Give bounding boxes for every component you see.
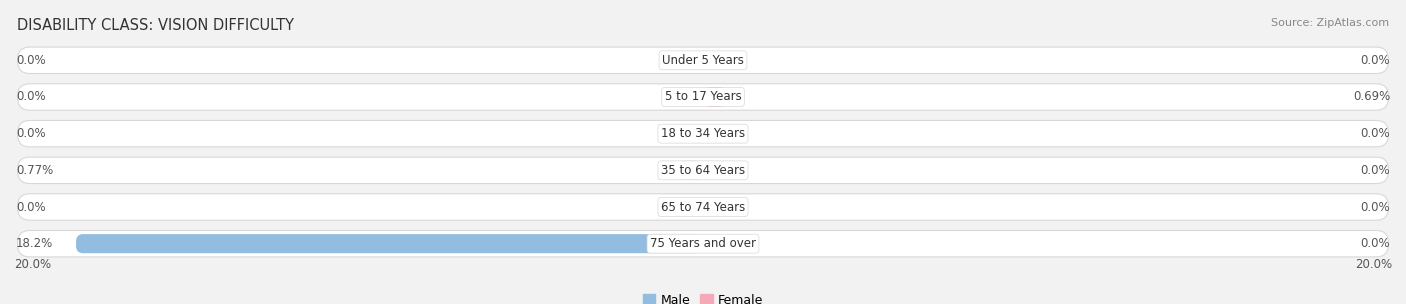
- Text: 65 to 74 Years: 65 to 74 Years: [661, 201, 745, 213]
- FancyBboxPatch shape: [693, 51, 703, 70]
- Text: 18 to 34 Years: 18 to 34 Years: [661, 127, 745, 140]
- Text: 0.0%: 0.0%: [1361, 127, 1391, 140]
- Text: 0.0%: 0.0%: [1361, 201, 1391, 213]
- Text: 0.0%: 0.0%: [15, 127, 45, 140]
- Text: 20.0%: 20.0%: [14, 258, 51, 271]
- FancyBboxPatch shape: [703, 161, 713, 180]
- FancyBboxPatch shape: [17, 230, 1389, 257]
- Text: 0.77%: 0.77%: [15, 164, 53, 177]
- FancyBboxPatch shape: [17, 157, 1389, 184]
- Legend: Male, Female: Male, Female: [638, 289, 768, 304]
- Text: 0.0%: 0.0%: [15, 91, 45, 103]
- Text: 0.0%: 0.0%: [15, 54, 45, 67]
- FancyBboxPatch shape: [17, 194, 1389, 220]
- FancyBboxPatch shape: [676, 161, 703, 180]
- FancyBboxPatch shape: [17, 47, 1389, 74]
- FancyBboxPatch shape: [703, 124, 713, 143]
- FancyBboxPatch shape: [703, 51, 713, 70]
- Text: 0.0%: 0.0%: [1361, 237, 1391, 250]
- FancyBboxPatch shape: [693, 88, 703, 106]
- FancyBboxPatch shape: [693, 124, 703, 143]
- Text: 35 to 64 Years: 35 to 64 Years: [661, 164, 745, 177]
- Text: DISABILITY CLASS: VISION DIFFICULTY: DISABILITY CLASS: VISION DIFFICULTY: [17, 18, 294, 33]
- Text: 75 Years and over: 75 Years and over: [650, 237, 756, 250]
- Text: 18.2%: 18.2%: [15, 237, 53, 250]
- FancyBboxPatch shape: [703, 88, 727, 106]
- Text: 0.0%: 0.0%: [1361, 54, 1391, 67]
- Text: 5 to 17 Years: 5 to 17 Years: [665, 91, 741, 103]
- FancyBboxPatch shape: [17, 120, 1389, 147]
- Text: 0.69%: 0.69%: [1353, 91, 1391, 103]
- Text: 0.0%: 0.0%: [1361, 164, 1391, 177]
- Text: 20.0%: 20.0%: [1355, 258, 1392, 271]
- Text: Source: ZipAtlas.com: Source: ZipAtlas.com: [1271, 18, 1389, 28]
- FancyBboxPatch shape: [703, 198, 713, 216]
- FancyBboxPatch shape: [703, 234, 713, 253]
- FancyBboxPatch shape: [76, 234, 703, 253]
- Text: Under 5 Years: Under 5 Years: [662, 54, 744, 67]
- FancyBboxPatch shape: [17, 84, 1389, 110]
- FancyBboxPatch shape: [693, 198, 703, 216]
- Text: 0.0%: 0.0%: [15, 201, 45, 213]
